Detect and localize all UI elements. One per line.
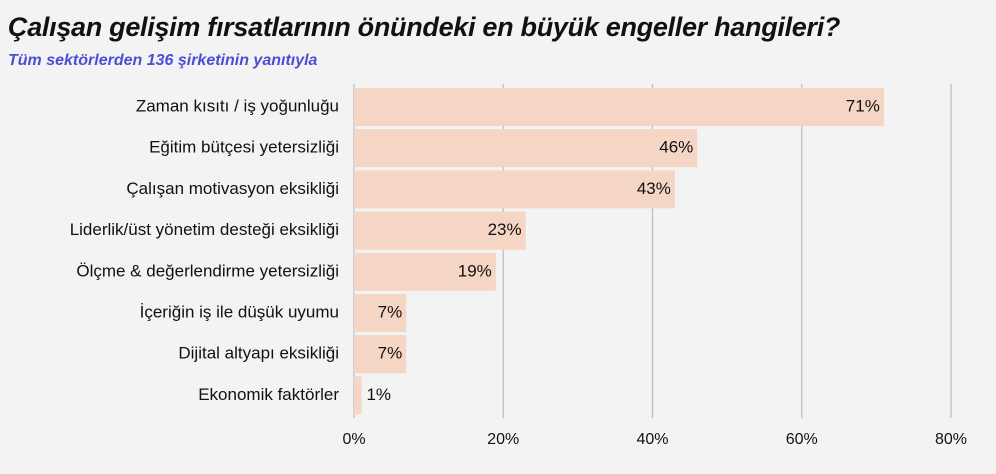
category-label: Liderlik/üst yönetim desteği eksikliği bbox=[70, 220, 339, 239]
value-label: 7% bbox=[378, 302, 403, 321]
x-tick-label: 60% bbox=[786, 431, 818, 448]
x-tick-label: 40% bbox=[636, 431, 668, 448]
bar bbox=[354, 88, 884, 126]
bar bbox=[354, 376, 362, 415]
bar bbox=[354, 294, 407, 332]
value-label: 23% bbox=[488, 220, 522, 239]
labels: 0% 20% 40% 60% 80% Zaman kısıtı / iş yoğunluğ… bbox=[70, 96, 967, 448]
value-label: 46% bbox=[659, 138, 693, 157]
bar bbox=[354, 252, 496, 291]
value-label: 1% bbox=[366, 385, 391, 404]
x-tick-label: 80% bbox=[935, 431, 967, 448]
bar bbox=[354, 211, 526, 250]
category-label: Eğitim bütçesi yetersizliği bbox=[149, 138, 339, 157]
chart-subtitle: Tüm sektörlerden 136 şirketinin yanıtıyl… bbox=[8, 52, 318, 69]
value-label: 71% bbox=[846, 96, 880, 115]
value-label: 19% bbox=[458, 261, 492, 280]
bar bbox=[354, 129, 698, 168]
value-label: 7% bbox=[378, 344, 403, 363]
category-label: Çalışan motivasyon eksikliği bbox=[126, 179, 339, 198]
bar bbox=[354, 170, 675, 209]
bars bbox=[354, 88, 884, 415]
category-label: Ekonomik faktörler bbox=[198, 385, 339, 404]
category-label: Zaman kısıtı / iş yoğunluğu bbox=[136, 96, 339, 115]
x-tick-label: 20% bbox=[487, 431, 519, 448]
category-label: Dijital altyapı eksikliği bbox=[178, 344, 339, 363]
chart-title: Çalışan gelişim fırsatlarının önündeki e… bbox=[8, 12, 841, 42]
x-tick-label: 0% bbox=[342, 431, 365, 448]
category-label: İçeriğin iş ile düşük uyumu bbox=[140, 302, 339, 321]
bar bbox=[354, 335, 407, 374]
value-label: 43% bbox=[637, 179, 671, 198]
category-label: Ölçme & değerlendirme yetersizliği bbox=[76, 261, 339, 280]
